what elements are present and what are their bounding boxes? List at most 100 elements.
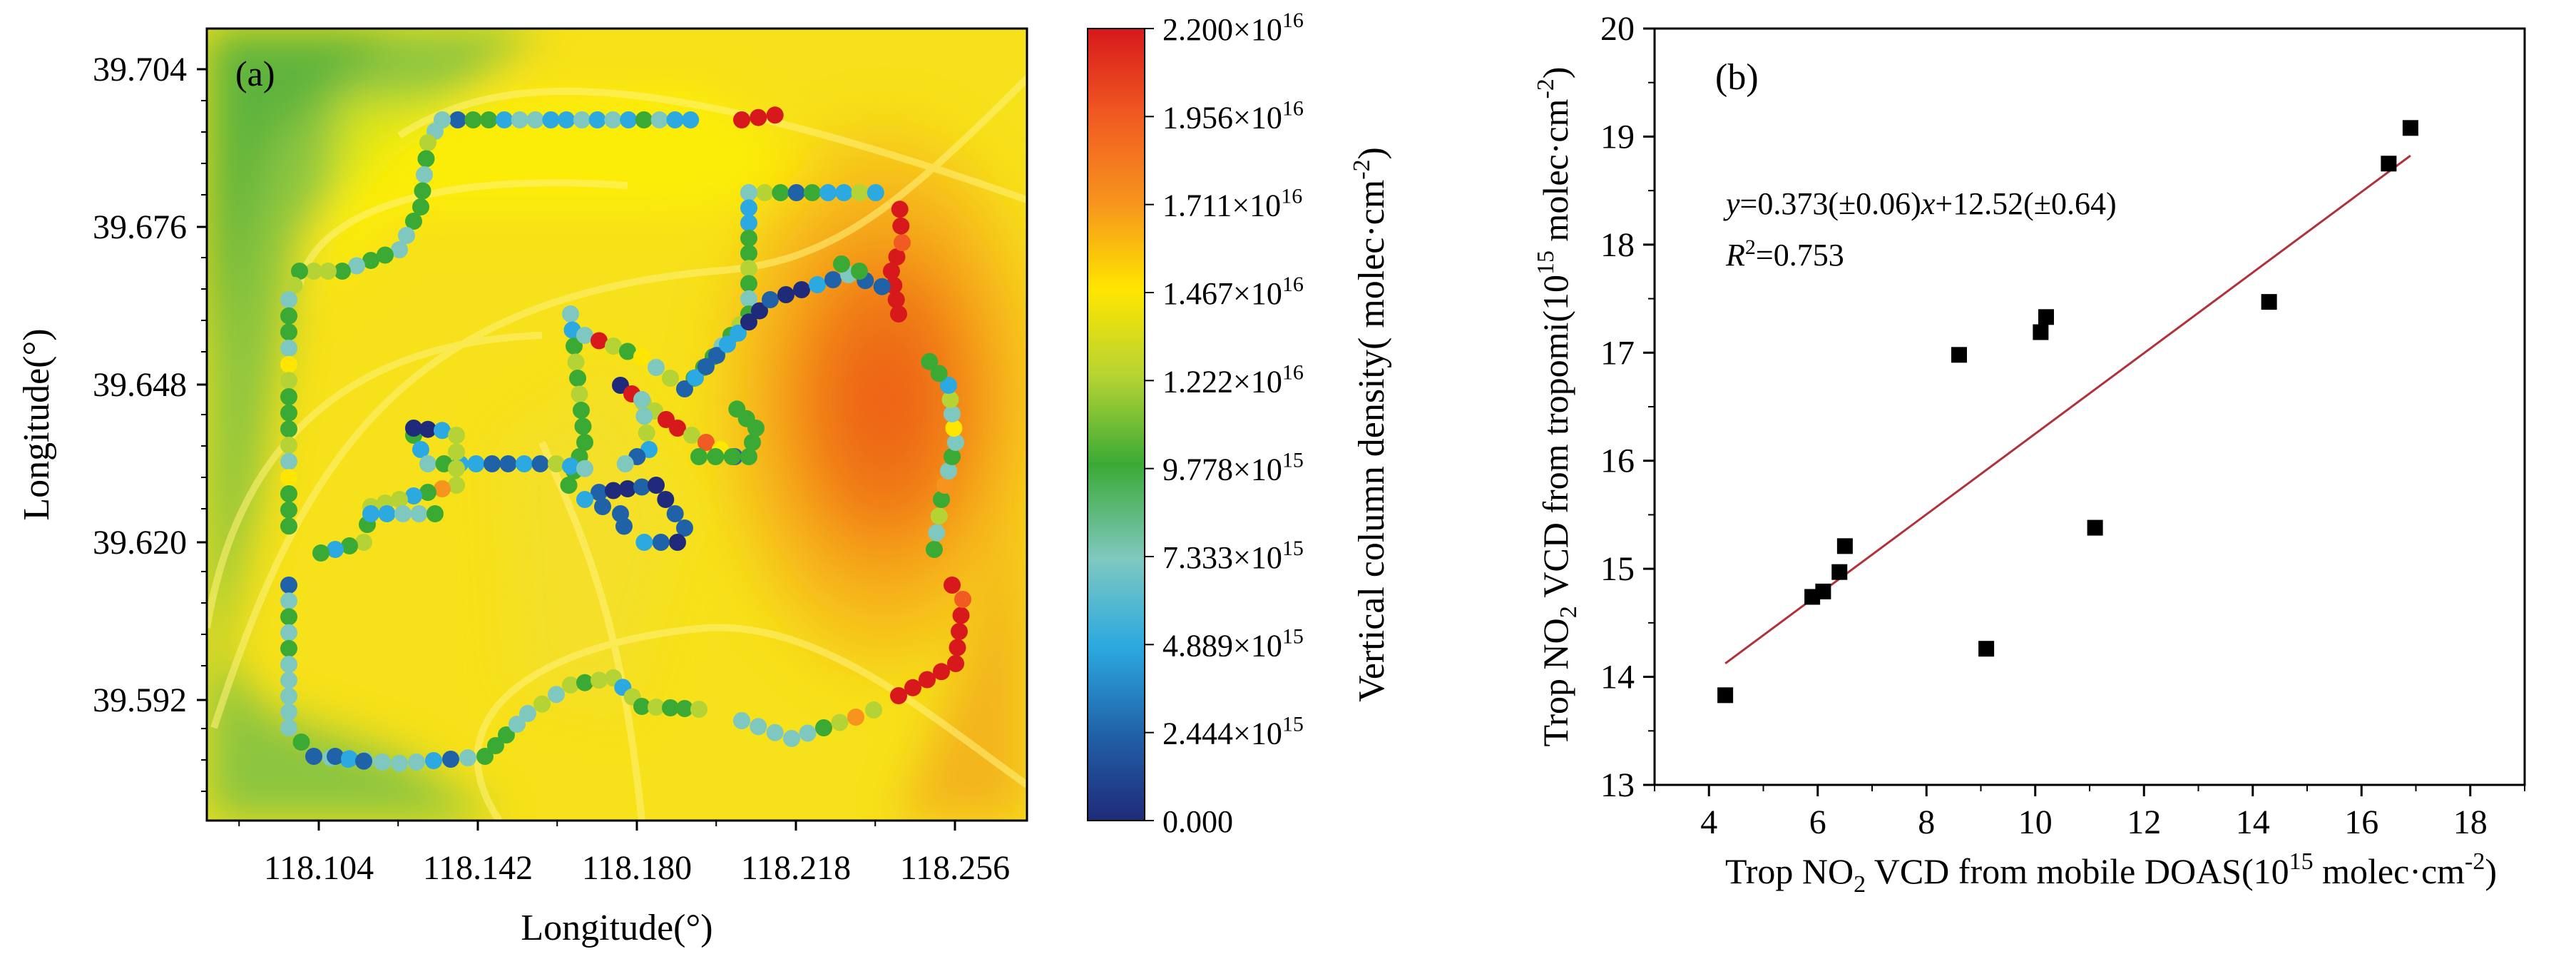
track-point [417, 150, 435, 168]
track-point [280, 291, 297, 308]
x-tick-label-a: 118.180 [582, 849, 692, 887]
track-point [280, 639, 297, 657]
track-point [831, 714, 849, 731]
track-point [648, 477, 665, 494]
track-point [496, 111, 513, 128]
track-point [498, 726, 515, 744]
track-point [635, 111, 653, 128]
x-axis-a: 118.104 118.142 118.180 118.218 118.256 [238, 821, 1010, 887]
track-point [635, 407, 653, 425]
track-point [378, 505, 396, 522]
scatter-point [2261, 294, 2277, 310]
colorbar-tick-label: 0.000 [1162, 804, 1233, 839]
track-point [280, 719, 297, 736]
track-point [666, 111, 684, 128]
colorbar-tick-label: 1.956×1016 [1162, 96, 1304, 135]
track-point [847, 709, 864, 726]
track-point [954, 591, 971, 608]
track-point [620, 111, 638, 128]
track-point [787, 184, 805, 201]
track-point [662, 699, 679, 716]
track-point [949, 639, 966, 656]
track-point [449, 111, 466, 128]
track-point [719, 335, 736, 353]
track-point [633, 348, 650, 365]
y-tick-label-a: 39.704 [93, 51, 187, 88]
track-point [635, 534, 653, 551]
track-point [576, 327, 593, 344]
track-point [426, 505, 444, 522]
scatter-point [1836, 538, 1853, 554]
track-point [280, 485, 297, 502]
track-point [459, 749, 476, 766]
track-point [952, 607, 970, 624]
track-point [633, 391, 650, 408]
y-tick-label-a: 39.676 [93, 208, 187, 246]
x-tick-label-b: 14 [2236, 803, 2270, 841]
track-point [548, 686, 565, 704]
track-point [873, 278, 891, 295]
track-point [890, 687, 907, 704]
scatter-point [1951, 347, 1967, 363]
x-tick-label-b: 18 [2453, 803, 2488, 841]
track-point [560, 477, 578, 494]
track-point [327, 541, 344, 558]
track-point [280, 608, 297, 626]
track-point [933, 491, 950, 508]
track-point [573, 402, 590, 419]
track-point [391, 491, 408, 508]
track-point [362, 505, 379, 522]
track-point [930, 507, 948, 525]
colorbar-tick-label: 1.467×1016 [1162, 273, 1304, 311]
track-point [412, 441, 429, 458]
track-point [526, 111, 544, 128]
track-point [669, 420, 686, 437]
track-point [728, 400, 746, 418]
y-tick-label-b: 20 [1600, 10, 1635, 48]
track-point [944, 448, 961, 465]
track-point [419, 134, 436, 151]
track-point [740, 184, 757, 201]
track-point [280, 420, 297, 438]
track-point [464, 111, 482, 128]
track-point [919, 671, 936, 689]
x-tick-label-b: 4 [1700, 803, 1717, 841]
x-tick-label-b: 8 [1918, 803, 1935, 841]
track-point [615, 517, 633, 535]
track-point [305, 263, 322, 280]
track-point [945, 420, 963, 437]
track-point [280, 452, 297, 470]
colorbar-label-sup: -2 [1349, 159, 1375, 179]
track-point [633, 478, 650, 496]
track-point [750, 108, 767, 126]
ylabel-b-sup: -2 [1533, 78, 1559, 98]
track-point [803, 184, 821, 201]
track-point [815, 719, 832, 736]
track-point [669, 534, 686, 551]
track-point [280, 624, 297, 641]
track-point [835, 184, 853, 201]
xlabel-b-part: molec·cm [2314, 851, 2465, 891]
track-point [687, 369, 704, 387]
y-axis-a: 39.704 39.676 39.648 39.620 39.592 [93, 51, 207, 792]
panel-a: (a) 118.104 118.142 118.180 118.218 118.256 … [16, 9, 1392, 948]
track-point [616, 455, 634, 472]
xlabel-b-sup: -2 [2465, 848, 2485, 875]
track-point [567, 353, 585, 371]
colorbar-tick-label: 9.778×1015 [1162, 449, 1304, 487]
track-point [867, 184, 884, 201]
track-point [285, 277, 303, 294]
track-point [944, 577, 961, 594]
track-point [511, 111, 528, 128]
track-point [280, 355, 297, 373]
track-point [508, 716, 526, 733]
scatter-points [1717, 120, 2418, 704]
track-point [591, 484, 608, 501]
track-point [777, 286, 794, 303]
track-point [442, 751, 459, 768]
r-squared: R2=0.753 [1725, 235, 1844, 273]
track-point [312, 544, 329, 562]
track-point [341, 750, 358, 768]
track-point [448, 460, 465, 477]
